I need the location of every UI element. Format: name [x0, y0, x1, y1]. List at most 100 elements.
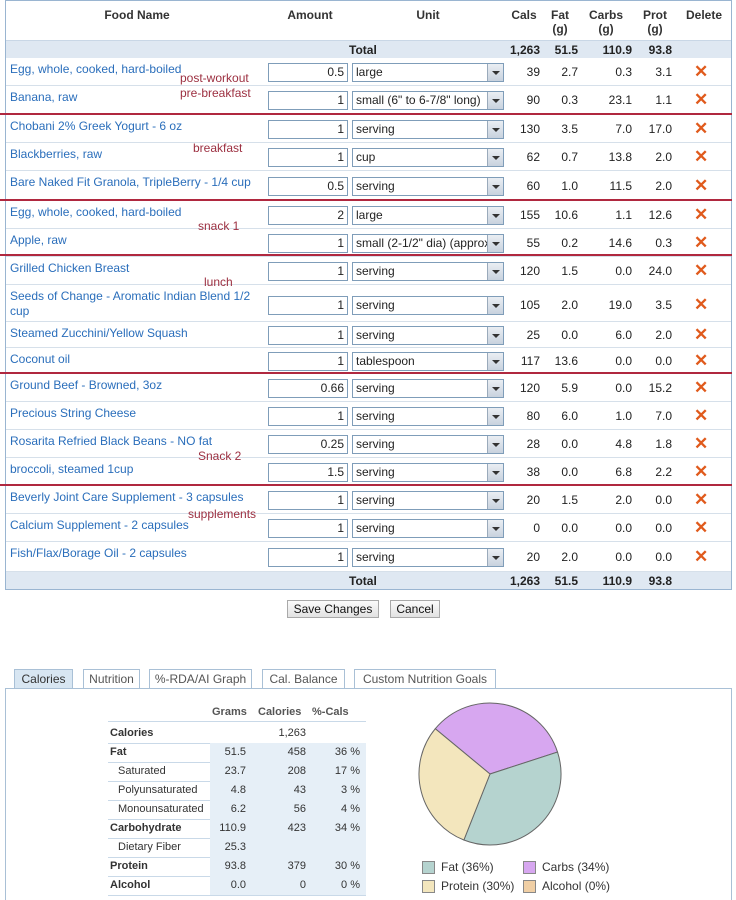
amount-input[interactable]: 1	[268, 548, 348, 567]
chevron-down-icon[interactable]	[487, 549, 503, 566]
unit-select[interactable]: serving	[352, 435, 504, 454]
delete-icon[interactable]: ✕	[694, 205, 709, 224]
chevron-down-icon[interactable]	[487, 464, 503, 481]
amount-input[interactable]: 1	[268, 234, 348, 253]
amount-input[interactable]: 1	[268, 120, 348, 139]
chevron-down-icon[interactable]	[487, 235, 503, 252]
delete-icon[interactable]: ✕	[694, 378, 709, 397]
delete-icon[interactable]: ✕	[694, 325, 709, 344]
chevron-down-icon[interactable]	[487, 380, 503, 397]
table-header: Food Name Amount Unit Cals Fat (g) Carbs(…	[6, 1, 731, 41]
amount-input[interactable]: 0.5	[268, 63, 348, 82]
food-name-link[interactable]: Calcium Supplement - 2 capsules	[10, 518, 189, 532]
amount-input[interactable]: 1	[268, 262, 348, 281]
tab-cal-balance[interactable]: Cal. Balance	[262, 669, 345, 689]
food-name-link[interactable]: Chobani 2% Greek Yogurt - 6 oz	[10, 119, 183, 133]
chevron-down-icon[interactable]	[487, 64, 503, 81]
unit-select[interactable]: serving	[352, 463, 504, 482]
row-carbs: 0.0	[615, 521, 632, 535]
unit-select[interactable]: cup	[352, 148, 504, 167]
amount-input[interactable]: 1	[268, 519, 348, 538]
food-name-link[interactable]: Seeds of Change - Aromatic Indian Blend …	[10, 289, 251, 318]
unit-select[interactable]: serving	[352, 491, 504, 510]
delete-icon[interactable]: ✕	[694, 547, 709, 566]
row-prot: 24.0	[648, 264, 672, 278]
delete-icon[interactable]: ✕	[694, 490, 709, 509]
food-name-link[interactable]: broccoli, steamed 1cup	[10, 462, 134, 476]
chevron-down-icon[interactable]	[487, 207, 503, 224]
delete-icon[interactable]: ✕	[694, 233, 709, 252]
food-name-link[interactable]: Bare Naked Fit Granola, TripleBerry - 1/…	[10, 175, 251, 189]
amount-input[interactable]: 1	[268, 407, 348, 426]
food-name-link[interactable]: Rosarita Refried Black Beans - NO fat	[10, 434, 213, 448]
amount-input[interactable]: 0.5	[268, 177, 348, 196]
unit-select[interactable]: large	[352, 63, 504, 82]
chevron-down-icon[interactable]	[487, 92, 503, 109]
food-name-link[interactable]: Banana, raw	[10, 90, 78, 104]
delete-icon[interactable]: ✕	[694, 518, 709, 537]
food-name-link[interactable]: Precious String Cheese	[10, 406, 137, 420]
amount-input[interactable]: 1	[268, 491, 348, 510]
delete-icon[interactable]: ✕	[694, 434, 709, 453]
delete-icon[interactable]: ✕	[694, 176, 709, 195]
unit-select[interactable]: serving	[352, 296, 504, 315]
food-name-link[interactable]: Egg, whole, cooked, hard-boiled	[10, 62, 182, 76]
unit-select[interactable]: serving	[352, 519, 504, 538]
chevron-down-icon[interactable]	[487, 436, 503, 453]
amount-input[interactable]: 2	[268, 206, 348, 225]
delete-icon[interactable]: ✕	[694, 295, 709, 314]
unit-select[interactable]: serving	[352, 262, 504, 281]
unit-select[interactable]: tablespoon	[352, 352, 504, 371]
amount-input[interactable]: 1.5	[268, 463, 348, 482]
chevron-down-icon[interactable]	[487, 327, 503, 344]
unit-select[interactable]: serving	[352, 407, 504, 426]
delete-icon[interactable]: ✕	[694, 462, 709, 481]
chevron-down-icon[interactable]	[487, 520, 503, 537]
chevron-down-icon[interactable]	[487, 297, 503, 314]
food-name-link[interactable]: Beverly Joint Care Supplement - 3 capsul…	[10, 490, 244, 504]
delete-icon[interactable]: ✕	[694, 261, 709, 280]
amount-input[interactable]: 1	[268, 148, 348, 167]
food-name-link[interactable]: Apple, raw	[10, 233, 67, 247]
delete-icon[interactable]: ✕	[694, 351, 709, 370]
delete-icon[interactable]: ✕	[694, 119, 709, 138]
food-name-link[interactable]: Egg, whole, cooked, hard-boiled	[10, 205, 182, 219]
tab-nutrition[interactable]: Nutrition	[83, 669, 140, 689]
unit-select[interactable]: large	[352, 206, 504, 225]
food-name-link[interactable]: Coconut oil	[10, 352, 71, 366]
chevron-down-icon[interactable]	[487, 353, 503, 370]
tab-custom-goals[interactable]: Custom Nutrition Goals	[354, 669, 496, 689]
delete-icon[interactable]: ✕	[694, 147, 709, 166]
chevron-down-icon[interactable]	[487, 263, 503, 280]
unit-select[interactable]: serving	[352, 177, 504, 196]
amount-input[interactable]: 0.66	[268, 379, 348, 398]
tab-rda-graph[interactable]: %-RDA/AI Graph	[149, 669, 252, 689]
unit-select[interactable]: serving	[352, 120, 504, 139]
unit-select[interactable]: serving	[352, 326, 504, 345]
food-name-link[interactable]: Fish/Flax/Borage Oil - 2 capsules	[10, 546, 187, 560]
chevron-down-icon[interactable]	[487, 178, 503, 195]
food-name-link[interactable]: Ground Beef - Browned, 3oz	[10, 378, 163, 392]
unit-select[interactable]: serving	[352, 379, 504, 398]
delete-icon[interactable]: ✕	[694, 90, 709, 109]
delete-icon[interactable]: ✕	[694, 406, 709, 425]
food-name-link[interactable]: Steamed Zucchini/Yellow Squash	[10, 326, 188, 340]
amount-input[interactable]: 1	[268, 91, 348, 110]
delete-icon[interactable]: ✕	[694, 62, 709, 81]
save-changes-button[interactable]: Save Changes	[287, 600, 379, 618]
chevron-down-icon[interactable]	[487, 121, 503, 138]
chevron-down-icon[interactable]	[487, 492, 503, 509]
unit-select[interactable]: small (2-1/2" dia) (approx)	[352, 234, 504, 253]
cancel-button[interactable]: Cancel	[390, 600, 440, 618]
unit-select[interactable]: small (6" to 6-7/8" long)	[352, 91, 504, 110]
amount-input[interactable]: 0.25	[268, 435, 348, 454]
chevron-down-icon[interactable]	[487, 149, 503, 166]
amount-input[interactable]: 1	[268, 352, 348, 371]
amount-input[interactable]: 1	[268, 296, 348, 315]
food-name-link[interactable]: Blackberries, raw	[10, 147, 103, 161]
unit-select[interactable]: serving	[352, 548, 504, 567]
tab-calories[interactable]: Calories	[14, 669, 73, 689]
amount-input[interactable]: 1	[268, 326, 348, 345]
chevron-down-icon[interactable]	[487, 408, 503, 425]
food-name-link[interactable]: Grilled Chicken Breast	[10, 261, 130, 275]
